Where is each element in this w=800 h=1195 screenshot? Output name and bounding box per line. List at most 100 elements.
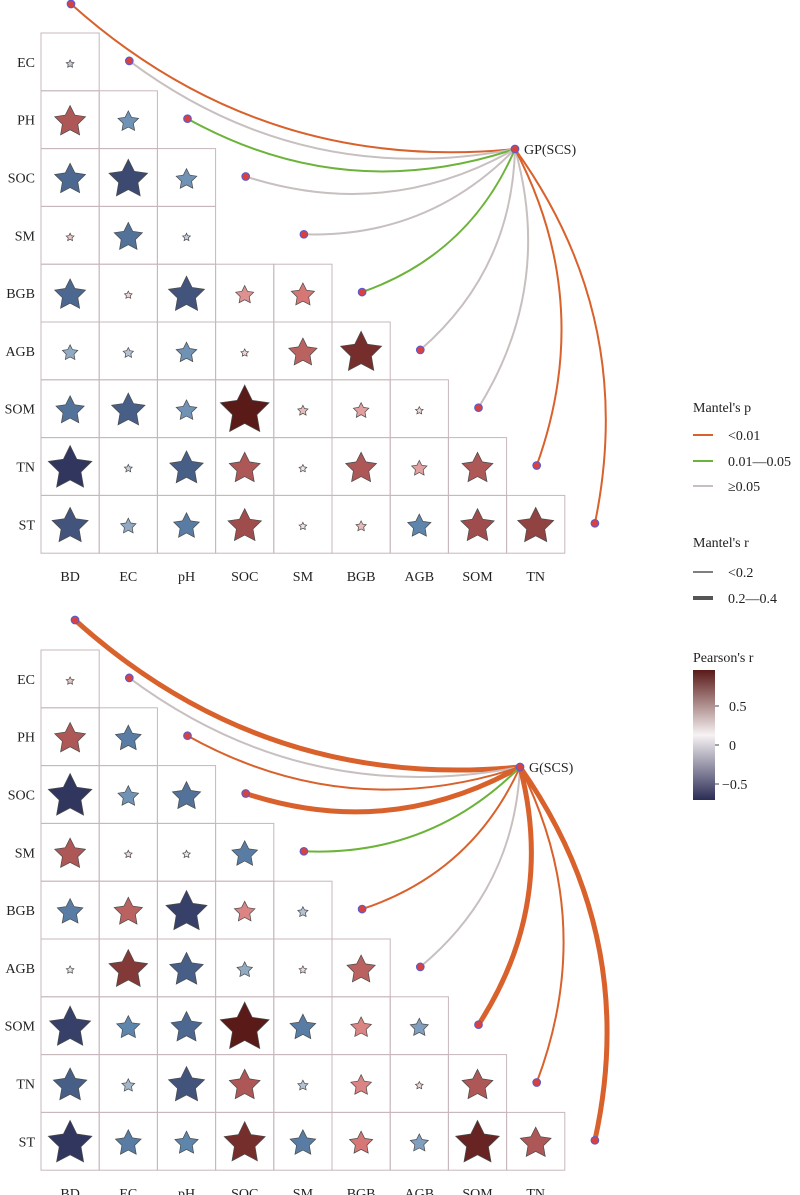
correlation-star: [228, 1068, 261, 1100]
col-label: AGB: [405, 570, 435, 585]
mantel-link: [245, 148, 516, 195]
correlation-star: [65, 965, 75, 974]
correlation-star: [297, 1079, 309, 1091]
row-label: SOM: [5, 403, 36, 418]
colorbar-tick-label: −0.5: [722, 778, 747, 793]
mantel-link: [303, 766, 521, 853]
row-label: PH: [17, 731, 35, 746]
col-label: AGB: [405, 1187, 435, 1195]
correlation-star: [454, 1119, 501, 1163]
correlation-star: [53, 162, 87, 194]
correlation-star: [236, 961, 254, 978]
correlation-star: [410, 459, 428, 476]
correlation-star: [289, 1129, 317, 1155]
grid-cell: [506, 494, 566, 554]
correlation-star: [298, 521, 308, 531]
legend-mantel-r-label: 0.2—0.4: [728, 592, 777, 607]
correlation-star: [219, 384, 270, 433]
correlation-star: [223, 1120, 266, 1162]
legend-mantel-p-item: <0.01: [693, 429, 760, 444]
col-label: EC: [119, 570, 137, 585]
correlation-star: [409, 1017, 430, 1036]
link-endpoint: [415, 345, 425, 355]
correlation-star: [53, 104, 87, 136]
correlation-star: [167, 1065, 206, 1102]
correlation-star: [123, 290, 133, 299]
panel-2: EC PH SOC SM BGB AGB SOM TN ST BD EC pH SOC SM BGB AGB S…: [5, 615, 610, 1195]
mantel-link: [128, 677, 521, 778]
correlation-star: [461, 451, 494, 483]
grid-cell: [506, 1111, 566, 1171]
correlation-star: [406, 513, 432, 537]
row-label: SOC: [8, 172, 35, 187]
correlation-star: [171, 780, 202, 810]
correlation-star: [165, 889, 208, 931]
link-endpoint: [66, 0, 76, 9]
link-endpoint: [124, 673, 134, 683]
correlation-star: [55, 395, 85, 424]
correlation-star: [519, 1126, 552, 1158]
row-label: SOC: [8, 789, 35, 804]
mantel-link: [514, 148, 607, 524]
correlation-star: [65, 676, 75, 685]
correlation-star: [65, 59, 75, 68]
link-endpoint: [590, 518, 600, 528]
row-label: SOM: [5, 1020, 36, 1035]
link-endpoint: [124, 56, 134, 66]
row-label: AGB: [5, 962, 35, 977]
correlation-star: [350, 1073, 373, 1095]
legend-mantel-r-item: 0.2—0.4: [693, 592, 777, 607]
mantel-link: [303, 148, 516, 236]
target-node: [510, 144, 520, 154]
correlation-star: [169, 450, 204, 484]
mantel-link: [361, 766, 521, 911]
correlation-star: [234, 284, 255, 304]
mantel-link: [244, 764, 522, 815]
panels: EC PH SOC SM BGB AGB SOM TN ST BD EC pH SOC SM BGB AGB S…: [5, 0, 610, 1195]
target-label: GP(SCS): [524, 143, 576, 158]
link-endpoint: [241, 789, 251, 798]
correlation-star: [121, 1078, 136, 1092]
legend-mantel-p-label: <0.01: [728, 429, 760, 444]
correlation-star: [219, 1001, 270, 1050]
correlation-star: [119, 517, 137, 534]
link-endpoint: [241, 172, 251, 181]
col-label: TN: [526, 570, 545, 585]
legend-mantel-p-label: 0.01—0.05: [728, 455, 791, 470]
link-endpoint: [357, 287, 367, 297]
correlation-star: [115, 1014, 141, 1039]
col-label: SOM: [462, 570, 493, 585]
correlation-star: [108, 948, 149, 987]
col-label: BGB: [347, 570, 376, 585]
correlation-star: [231, 840, 259, 866]
correlation-star: [174, 1130, 199, 1154]
col-label: pH: [178, 1187, 195, 1195]
pearson-colorbar: [693, 670, 715, 800]
correlation-star: [339, 330, 383, 372]
mantel-link: [361, 148, 516, 294]
col-label: SOM: [462, 1187, 493, 1195]
correlation-star: [346, 954, 376, 983]
correlation-star: [47, 1119, 93, 1163]
correlation-star: [65, 232, 75, 242]
correlation-star: [298, 965, 308, 974]
correlation-star: [352, 401, 370, 418]
row-label: ST: [19, 1135, 36, 1150]
correlation-star: [175, 341, 198, 363]
correlation-star: [460, 507, 495, 542]
row-label: SM: [15, 229, 36, 244]
correlation-star: [516, 506, 555, 543]
link-endpoint: [474, 1020, 483, 1030]
correlation-star: [117, 784, 140, 806]
col-label: BD: [60, 1187, 79, 1195]
correlation-star: [414, 1080, 424, 1090]
correlation-star: [175, 167, 198, 189]
legend-mantel-r-title: Mantel's r: [693, 536, 749, 551]
correlation-grid: [40, 32, 566, 554]
correlation-star: [56, 897, 84, 924]
col-label: SM: [293, 570, 314, 585]
link-endpoint: [299, 846, 309, 856]
correlation-star: [110, 392, 146, 426]
correlation-star: [297, 905, 309, 918]
